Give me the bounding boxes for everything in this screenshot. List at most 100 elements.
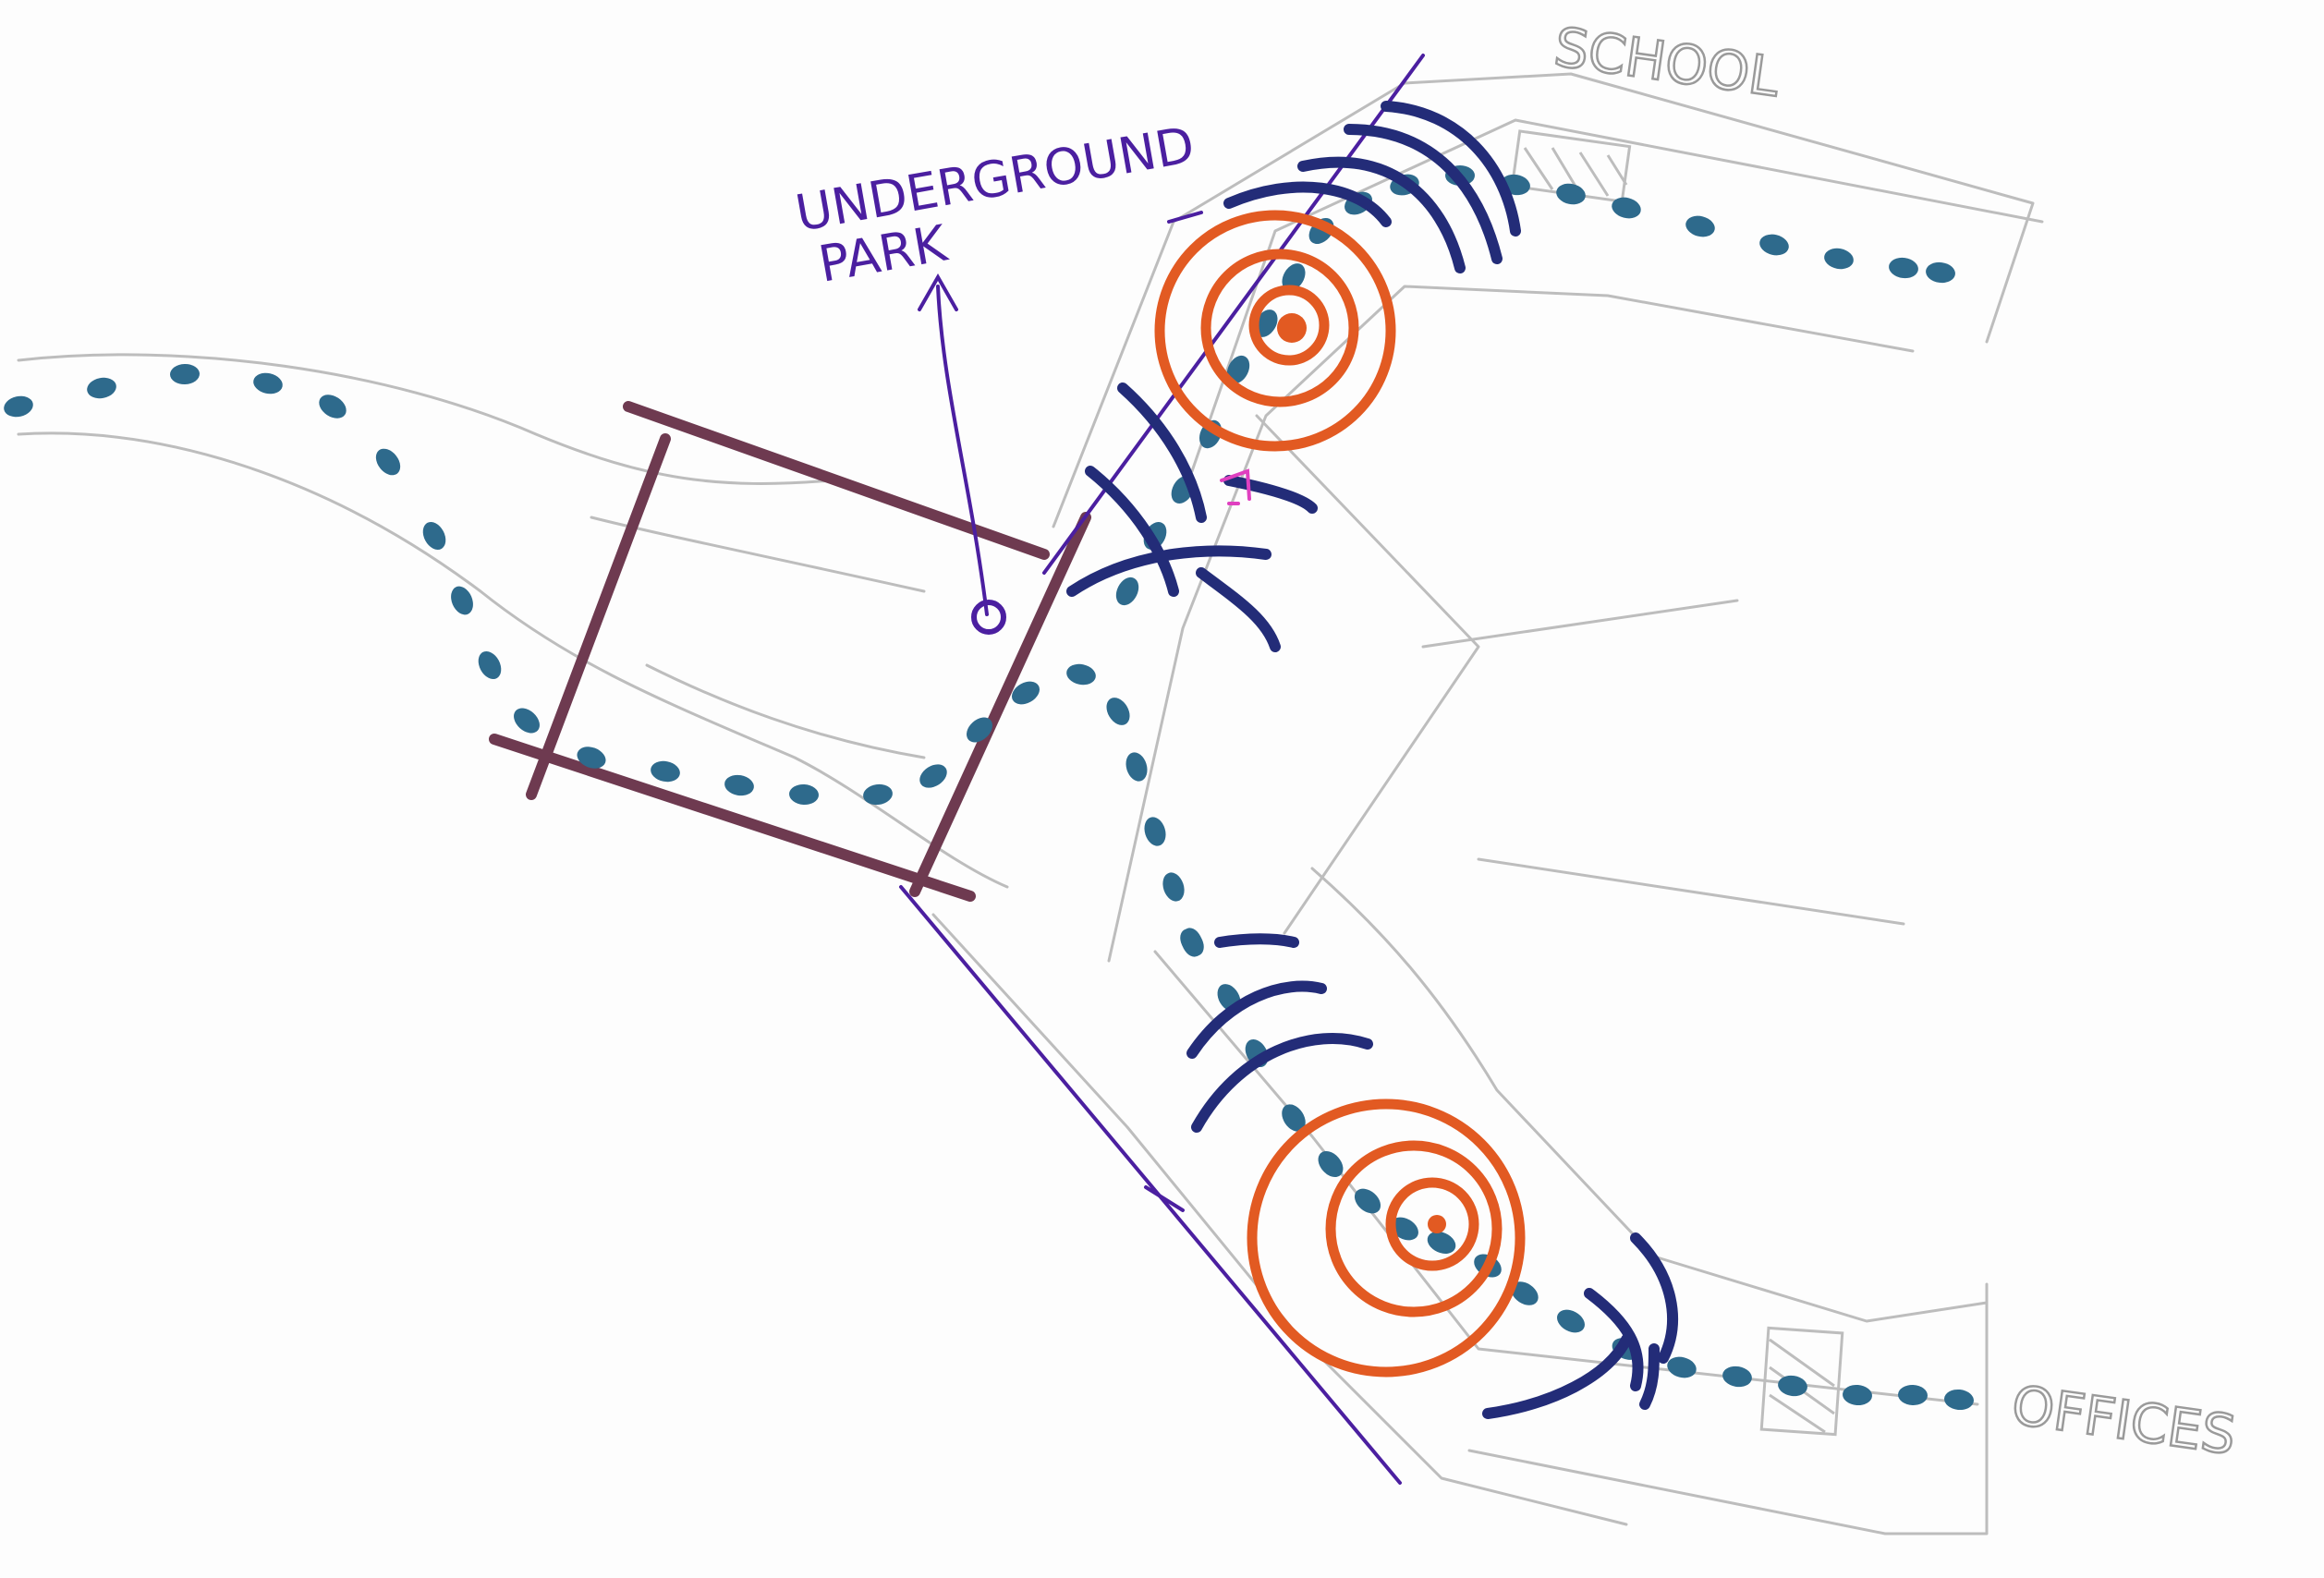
path-dot-59 bbox=[1889, 257, 1918, 279]
corridor-plaza-inner-1 bbox=[590, 516, 926, 593]
wave-south-3 bbox=[1191, 1033, 1373, 1133]
path-dot-40 bbox=[1898, 1384, 1928, 1406]
corridor-south-tip bbox=[1467, 1282, 1989, 1536]
corridor-plaza-inner-2 bbox=[645, 663, 926, 759]
school-label: SCHOOL bbox=[1551, 16, 1783, 109]
corridor-south-east-edge bbox=[1310, 867, 1989, 1323]
wave-south-7 bbox=[1482, 1334, 1632, 1419]
path-dot-34 bbox=[1556, 1309, 1586, 1333]
wave-mid-1 bbox=[1117, 382, 1207, 523]
park-leader-arrow bbox=[918, 273, 958, 311]
path-dot-3 bbox=[253, 372, 283, 394]
path-dot-11 bbox=[651, 760, 680, 783]
path-dot-14 bbox=[863, 783, 893, 806]
path-dot-46 bbox=[1226, 355, 1250, 384]
path-dot-57 bbox=[1759, 234, 1789, 256]
path-dot-22 bbox=[1162, 872, 1185, 902]
plaza-edge-right bbox=[909, 512, 1091, 897]
wave-north-1 bbox=[1297, 156, 1466, 273]
corridor-west-lower-edge bbox=[17, 431, 1009, 889]
target-north-ring-inner bbox=[1248, 285, 1330, 366]
wave-north-2 bbox=[1344, 124, 1503, 264]
target-south-ring-inner bbox=[1385, 1177, 1479, 1271]
path-dot-30 bbox=[1391, 1217, 1418, 1241]
path-dot-12 bbox=[724, 774, 754, 796]
path-dot-48 bbox=[1282, 263, 1306, 291]
wave-mid-4 bbox=[1066, 545, 1272, 597]
path-dot-39 bbox=[1843, 1384, 1872, 1406]
path-dot-15 bbox=[919, 764, 947, 788]
path-dot-10 bbox=[577, 747, 606, 769]
corridor-west-upper-edge bbox=[17, 353, 833, 485]
wave-north-4 bbox=[1223, 181, 1392, 227]
path-dot-8 bbox=[478, 650, 502, 680]
plaza-edge-bottom bbox=[489, 734, 976, 902]
path-dot-37 bbox=[1722, 1366, 1752, 1388]
wave-south-6 bbox=[1639, 1343, 1660, 1410]
target-south bbox=[1247, 1099, 1526, 1378]
wave-mid-5 bbox=[1196, 567, 1281, 652]
path-dot-28 bbox=[1318, 1150, 1344, 1178]
sight-line-east bbox=[1421, 599, 1739, 649]
path-dot-19 bbox=[1106, 698, 1130, 725]
edge-line-south-tick bbox=[1144, 1185, 1185, 1212]
park-leader-line bbox=[936, 285, 989, 616]
path-dot-7 bbox=[451, 586, 473, 615]
pedestrian-path-dots bbox=[4, 165, 1974, 1411]
block-school-hatch bbox=[1523, 147, 1628, 197]
edge-line-south bbox=[899, 885, 1402, 1485]
target-north bbox=[1154, 210, 1396, 452]
path-dot-13 bbox=[789, 783, 819, 806]
path-dot-6 bbox=[422, 521, 446, 551]
path-dot-36 bbox=[1667, 1356, 1697, 1378]
wave-south-2 bbox=[1186, 980, 1327, 1059]
block-offices bbox=[1759, 1326, 1844, 1437]
corridor-north-east-edge bbox=[1107, 285, 1915, 963]
pencil-blocks bbox=[1510, 129, 1844, 1437]
pencil-corridors bbox=[17, 72, 2044, 1536]
path-dot-0 bbox=[4, 395, 33, 418]
wave-north-3 bbox=[1381, 101, 1521, 237]
corridor-north-west-edge bbox=[1052, 72, 2035, 528]
path-dot-17 bbox=[1011, 681, 1040, 705]
path-dot-16 bbox=[967, 717, 992, 743]
target-north-ring-middle bbox=[1200, 249, 1359, 407]
target-north-ring-outer bbox=[1154, 210, 1396, 452]
path-dot-5 bbox=[375, 448, 401, 476]
path-dot-1 bbox=[87, 377, 116, 399]
path-dot-54 bbox=[1556, 183, 1586, 205]
path-dot-31 bbox=[1427, 1232, 1456, 1254]
corridor-north-center bbox=[1190, 118, 2044, 473]
path-dot-9 bbox=[514, 708, 540, 734]
path-dot-4 bbox=[319, 394, 347, 419]
path-dot-58 bbox=[1824, 248, 1854, 270]
path-dot-42 bbox=[1115, 577, 1139, 606]
wave-mid-3 bbox=[1223, 475, 1318, 514]
wave-south-4 bbox=[1630, 1232, 1678, 1364]
path-dot-27 bbox=[1282, 1104, 1306, 1132]
path-dot-21 bbox=[1144, 817, 1166, 846]
path-dot-29 bbox=[1354, 1188, 1381, 1214]
edge-line-north-tick bbox=[1167, 211, 1203, 224]
target-south-ring-middle bbox=[1325, 1140, 1503, 1317]
corridor-east-cross bbox=[1255, 414, 1480, 935]
target-south-ring-outer bbox=[1247, 1099, 1526, 1378]
target-south-center bbox=[1428, 1215, 1446, 1233]
park-marker-circle bbox=[971, 600, 1006, 635]
path-dot-55 bbox=[1612, 197, 1641, 219]
target-north-center bbox=[1277, 313, 1307, 343]
wave-arcs bbox=[1066, 101, 1678, 1419]
path-dot-41 bbox=[1944, 1389, 1974, 1411]
path-dot-33 bbox=[1511, 1281, 1539, 1305]
wave-south-1 bbox=[1214, 933, 1299, 948]
park-label: UNDERGROUND PARK bbox=[791, 115, 1199, 294]
plaza-edge-left bbox=[526, 433, 671, 800]
underground-park-square bbox=[489, 401, 1091, 902]
path-dot-18 bbox=[1066, 663, 1096, 686]
entrance-mark bbox=[1220, 468, 1251, 505]
wave-mid-2 bbox=[1085, 466, 1179, 597]
sight-line-east-2 bbox=[1477, 857, 1905, 926]
path-dot-38 bbox=[1778, 1375, 1807, 1397]
